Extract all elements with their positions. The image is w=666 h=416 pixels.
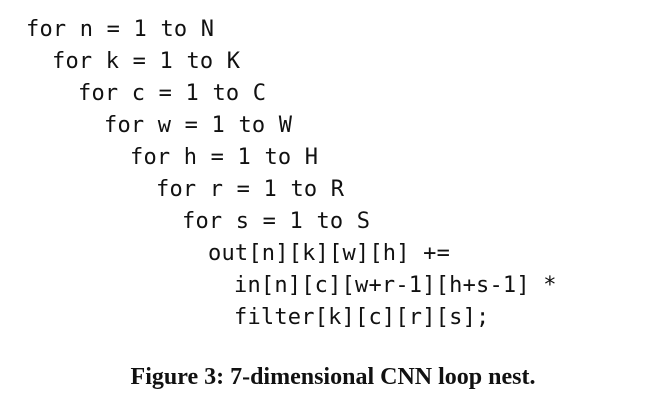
code-line-loop-w: for w = 1 to W: [104, 113, 293, 138]
code-line-loop-k: for k = 1 to K: [52, 49, 241, 74]
code-line-loop-s: for s = 1 to S: [182, 209, 371, 234]
code-line-loop-n: for n = 1 to N: [26, 17, 215, 42]
code-line-input-term: in[n][c][w+r-1][h+s-1] *: [234, 273, 557, 298]
code-line-loop-r: for r = 1 to R: [156, 177, 345, 202]
code-line-filter-term: filter[k][c][r][s];: [234, 305, 490, 330]
code-line-loop-h: for h = 1 to H: [130, 145, 319, 170]
code-listing: for n = 1 to N for k = 1 to K for c = 1 …: [26, 17, 557, 330]
figure-caption: Figure 3: 7-dimensional CNN loop nest.: [130, 364, 536, 390]
code-line-output-accumulate: out[n][k][w][h] +=: [208, 241, 451, 266]
code-line-loop-c: for c = 1 to C: [78, 81, 267, 106]
